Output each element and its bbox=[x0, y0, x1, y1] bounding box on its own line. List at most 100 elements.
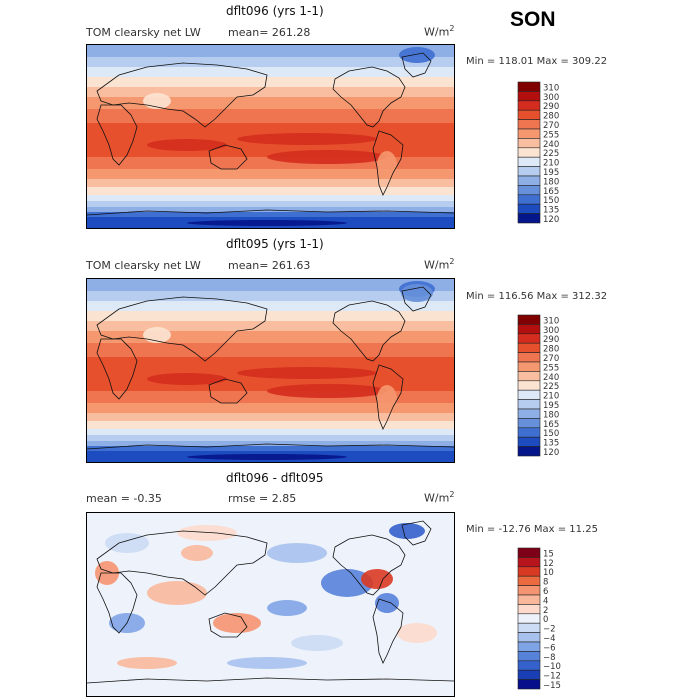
panel-3-map-field-patch bbox=[389, 523, 425, 539]
panel-1-colorbar: 310 300 290 280 270 255 240 225 210 195 180 165 150 1… bbox=[517, 81, 578, 227]
panel-1-variable: TOM clearsky net LW bbox=[86, 26, 201, 39]
panel-1-map-field-patch bbox=[267, 150, 387, 164]
panel-2-colorbar-tick-label: 270 bbox=[543, 354, 559, 364]
panel-1-map-coastline bbox=[401, 52, 432, 78]
panel-2-map-field-patch bbox=[187, 454, 347, 460]
panel-2-colorbar: 310 300 290 280 270 255 240 225 210 195 180 165 150 1… bbox=[517, 314, 578, 460]
panel-3-colorbar: 15 12 10 8 6 4 2 0 −2 −4 −6 −8 −10 −12 −15 bbox=[517, 547, 578, 693]
panel-2-map-field-patch bbox=[267, 384, 387, 398]
panel-1-map-field-patch bbox=[187, 220, 347, 226]
panel-1-map-coastline bbox=[208, 144, 248, 170]
panel-3-map-field-patch bbox=[375, 593, 399, 613]
panel-3-rmse-label: rmse = bbox=[228, 492, 269, 505]
panel-3-colorbar-tick-label: −6 bbox=[543, 643, 556, 653]
panel-3-rmse-value: 2.85 bbox=[271, 492, 297, 505]
panel-2-colorbar-tick-label: 165 bbox=[543, 420, 559, 430]
panel-3-colorbar-tick-label: 6 bbox=[543, 587, 548, 597]
panel-1-colorbar-tick-label: 120 bbox=[543, 215, 559, 225]
panel-1-map-field-band bbox=[87, 201, 454, 207]
panel-3-colorbar-tick-label: 12 bbox=[543, 559, 554, 569]
panel-2-mean: mean= 261.63 bbox=[228, 259, 310, 272]
panel-1-colorbar-swatch bbox=[517, 100, 541, 111]
panel-1-map-field-patch bbox=[147, 139, 227, 151]
panel-2-variable: TOM clearsky net LW bbox=[86, 259, 201, 272]
panel-1-colorbar-swatch bbox=[517, 138, 541, 149]
panel-3-map-field-patch bbox=[361, 569, 393, 589]
panel-1-colorbar-tick-label: 240 bbox=[543, 140, 559, 150]
panel-2-map-field-band bbox=[87, 446, 454, 451]
panel-3-colorbar-tick-label: 4 bbox=[543, 596, 548, 606]
panel-1-mean: mean= 261.28 bbox=[228, 26, 310, 39]
panel-1-colorbar-swatch bbox=[517, 166, 541, 177]
panel-2-colorbar-swatch bbox=[517, 446, 541, 457]
panel-2-map-field-patch bbox=[147, 373, 227, 385]
panel-2-colorbar-tick-label: 225 bbox=[543, 382, 559, 392]
panel-1-colorbar-swatch bbox=[517, 203, 541, 214]
panel-2-colorbar-swatch bbox=[517, 436, 541, 447]
panel-3-mean-label: mean = bbox=[86, 492, 130, 505]
panel-1-colorbar-tick-label: 310 bbox=[543, 83, 559, 93]
panel-1-colorbar-tick-label: 195 bbox=[543, 168, 559, 178]
panel-2-mean-label: mean= bbox=[228, 259, 269, 272]
panel-2-map-field-band bbox=[87, 421, 454, 429]
panel-1-colorbar-swatch bbox=[517, 91, 541, 102]
panel-3-colorbar-tick-label: 8 bbox=[543, 578, 548, 588]
panel-1-map-coastline bbox=[96, 104, 138, 166]
panel-3-mean-value: -0.35 bbox=[133, 492, 162, 505]
panel-2-map-coastline bbox=[401, 286, 432, 312]
panel-2-map-coastline bbox=[208, 378, 248, 404]
panel-2-colorbar-tick-label: 180 bbox=[543, 410, 559, 420]
panel-3-units: W/m2 bbox=[424, 490, 454, 505]
panel-2-units-base: W/m bbox=[424, 258, 450, 272]
panel-2-minmax: Min = 116.56 Max = 312.32 bbox=[466, 291, 608, 302]
panel-3-title: dflt096 - dflt095 bbox=[226, 471, 324, 485]
panel-3-units-base: W/m bbox=[424, 491, 450, 505]
panel-2-map-field-band bbox=[87, 311, 454, 321]
panel-1-colorbar-tick-label: 280 bbox=[543, 112, 559, 122]
panel-2-map-field-band bbox=[87, 413, 454, 421]
panel-2-map-field-band bbox=[87, 279, 454, 291]
panel-1-colorbar-swatch bbox=[517, 109, 541, 120]
panel-1-units-base: W/m bbox=[424, 25, 450, 39]
panel-2-colorbar-swatch bbox=[517, 408, 541, 419]
panel-2-colorbar-swatch bbox=[517, 324, 541, 335]
panel-3-map-field-patch bbox=[213, 613, 261, 633]
panel-2-colorbar-swatch bbox=[517, 389, 541, 400]
panel-2-map-field-band bbox=[87, 435, 454, 441]
panel-3-map-coastline bbox=[332, 534, 406, 596]
panel-3-rmse: rmse = 2.85 bbox=[228, 492, 296, 505]
panel-1-colorbar-tick-label: 150 bbox=[543, 196, 559, 206]
panel-1-map-coastline bbox=[332, 66, 406, 128]
panel-3-map-field-patch bbox=[321, 569, 373, 597]
panel-3-map-field-patch bbox=[291, 635, 343, 651]
panel-1-mean-label: mean= bbox=[228, 26, 269, 39]
panel-2-colorbar-swatch bbox=[517, 418, 541, 429]
panel-2-colorbar-swatch bbox=[517, 352, 541, 363]
panel-2-map-field-band bbox=[87, 291, 454, 301]
panel-3-colorbar-swatch bbox=[517, 660, 541, 671]
panel-1-colorbar-swatch bbox=[517, 128, 541, 139]
panel-2-colorbar-swatch bbox=[517, 380, 541, 391]
panel-2-units-exp: 2 bbox=[449, 257, 455, 266]
panel-3-map-field-patch bbox=[181, 545, 213, 561]
panel-3-colorbar-tick-label: −12 bbox=[543, 672, 561, 682]
panel-1-colorbar-swatch bbox=[517, 194, 541, 205]
panel-3-colorbar-swatch bbox=[517, 604, 541, 615]
panel-1-map-field-band bbox=[87, 87, 454, 97]
panel-1-map bbox=[86, 44, 455, 229]
panel-1-colorbar-tick-label: 290 bbox=[543, 102, 559, 112]
panel-1-map-coastline bbox=[96, 62, 268, 128]
panel-3-colorbar-tick-label: −15 bbox=[543, 681, 561, 691]
panel-3-colorbar-swatch bbox=[517, 679, 541, 690]
panel-3-colorbar-tick-label: 10 bbox=[543, 568, 554, 578]
panel-1-units: W/m2 bbox=[424, 24, 454, 39]
panel-3-colorbar-swatch bbox=[517, 641, 541, 652]
panel-3-colorbar-swatch bbox=[517, 585, 541, 596]
panel-1-colorbar-tick-label: 165 bbox=[543, 187, 559, 197]
panel-1-colorbar-swatch bbox=[517, 119, 541, 130]
panel-2-map-field-patch bbox=[143, 327, 171, 343]
panel-1-map-field-band bbox=[87, 187, 454, 195]
panel-1-colorbar-swatch bbox=[517, 147, 541, 158]
panel-2-colorbar-swatch bbox=[517, 361, 541, 372]
panel-3-map-field-patch bbox=[177, 525, 237, 541]
